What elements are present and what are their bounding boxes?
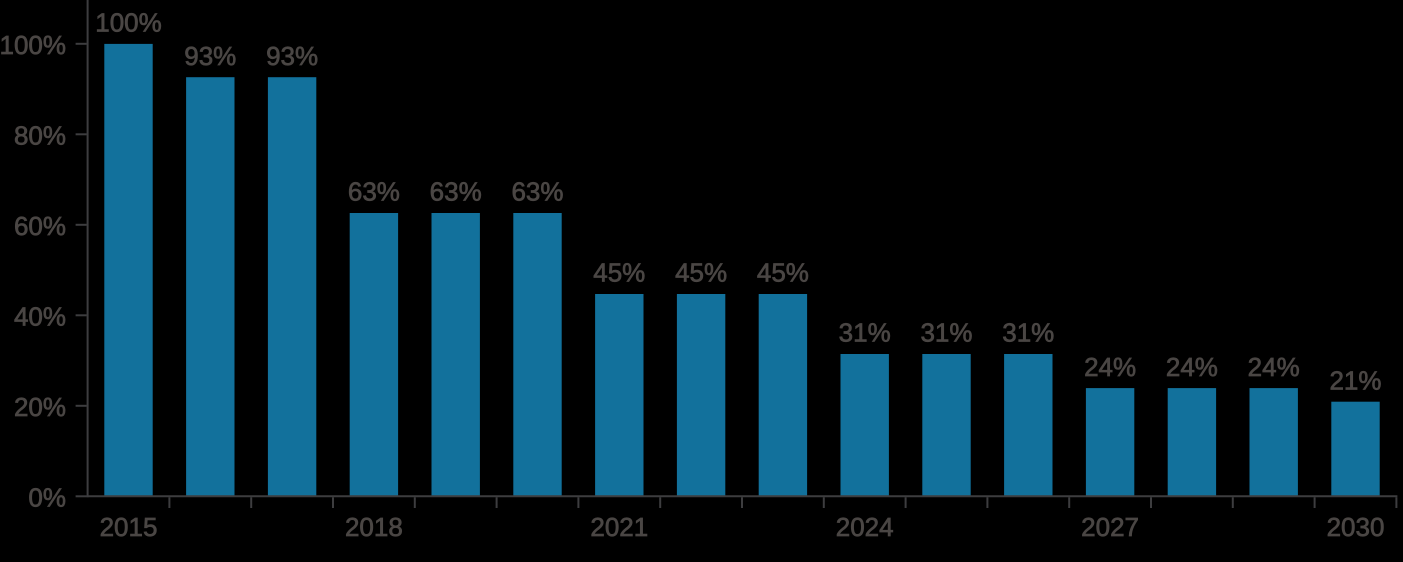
svg-text:45%: 45%	[757, 258, 809, 288]
svg-text:0%: 0%	[28, 482, 66, 512]
svg-text:63%: 63%	[430, 177, 482, 207]
svg-text:2027: 2027	[1081, 512, 1139, 542]
svg-text:20%: 20%	[14, 392, 66, 422]
svg-text:24%: 24%	[1166, 352, 1218, 382]
svg-text:40%: 40%	[14, 301, 66, 331]
svg-text:100%: 100%	[95, 8, 162, 38]
svg-text:93%: 93%	[184, 41, 236, 71]
svg-text:31%: 31%	[920, 318, 972, 348]
svg-text:45%: 45%	[593, 258, 645, 288]
svg-text:100%: 100%	[0, 30, 66, 60]
svg-text:21%: 21%	[1329, 365, 1381, 395]
svg-text:24%: 24%	[1084, 352, 1136, 382]
svg-text:31%: 31%	[839, 318, 891, 348]
svg-text:60%: 60%	[14, 211, 66, 241]
svg-text:2015: 2015	[100, 512, 158, 542]
svg-text:31%: 31%	[1002, 318, 1054, 348]
svg-text:80%: 80%	[14, 120, 66, 150]
svg-text:45%: 45%	[675, 258, 727, 288]
svg-text:2021: 2021	[590, 512, 648, 542]
svg-text:63%: 63%	[511, 177, 563, 207]
svg-text:2018: 2018	[345, 512, 403, 542]
svg-text:63%: 63%	[348, 177, 400, 207]
svg-text:2030: 2030	[1327, 512, 1385, 542]
svg-text:24%: 24%	[1248, 352, 1300, 382]
svg-text:93%: 93%	[266, 41, 318, 71]
svg-text:2024: 2024	[836, 512, 894, 542]
